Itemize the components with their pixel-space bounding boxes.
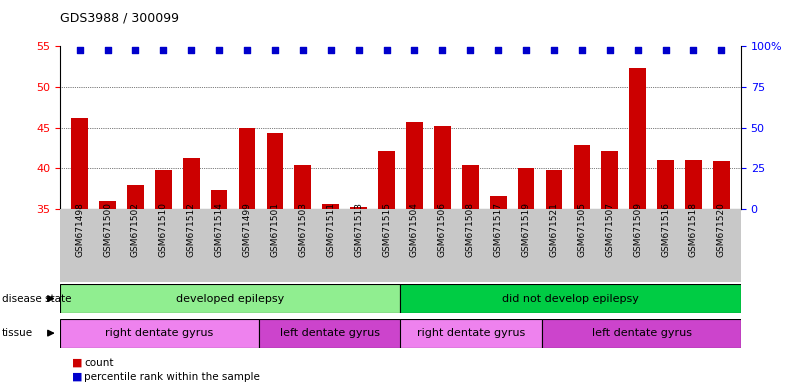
Text: count: count (84, 358, 114, 368)
Bar (406, 122, 423, 209)
Bar (462, 165, 479, 209)
Point (715, 47, 728, 53)
Bar (60, 284, 400, 313)
Bar (542, 319, 741, 348)
Bar (239, 127, 256, 209)
Point (352, 47, 365, 53)
Bar (295, 165, 312, 209)
Bar (657, 161, 674, 209)
Bar (211, 190, 227, 209)
Point (296, 47, 309, 53)
Point (185, 47, 198, 53)
Point (380, 47, 393, 53)
Bar (183, 158, 199, 209)
Text: tissue: tissue (2, 328, 33, 338)
Bar (259, 319, 400, 348)
Point (575, 47, 588, 53)
Bar (400, 284, 741, 313)
Bar (685, 161, 702, 209)
Point (548, 47, 561, 53)
Point (73, 47, 86, 53)
Bar (489, 196, 506, 209)
Bar (267, 133, 284, 209)
Text: did not develop epilepsy: did not develop epilepsy (502, 293, 639, 304)
Point (213, 47, 226, 53)
Bar (517, 168, 534, 209)
Bar (434, 126, 451, 209)
Point (324, 47, 337, 53)
Point (129, 47, 142, 53)
Bar (545, 170, 562, 209)
Point (603, 47, 616, 53)
Bar (602, 151, 618, 209)
Point (101, 47, 114, 53)
Text: right dentate gyrus: right dentate gyrus (105, 328, 214, 338)
Bar (71, 118, 88, 209)
Text: right dentate gyrus: right dentate gyrus (417, 328, 525, 338)
Point (268, 47, 281, 53)
Bar (574, 145, 590, 209)
Bar (127, 185, 144, 209)
Point (520, 47, 533, 53)
Text: GDS3988 / 300099: GDS3988 / 300099 (60, 12, 179, 25)
Point (659, 47, 672, 53)
Point (492, 47, 505, 53)
Point (240, 47, 253, 53)
Bar (630, 68, 646, 209)
Bar (155, 170, 171, 209)
Bar (350, 207, 367, 209)
Point (408, 47, 421, 53)
Text: ■: ■ (72, 358, 83, 368)
Bar (378, 151, 395, 209)
Bar (60, 319, 259, 348)
Point (157, 47, 170, 53)
Bar (400, 319, 542, 348)
Text: developed epilepsy: developed epilepsy (176, 293, 284, 304)
Text: ■: ■ (72, 372, 83, 382)
Point (436, 47, 449, 53)
Bar (322, 204, 339, 209)
Point (631, 47, 644, 53)
Text: disease state: disease state (2, 293, 71, 304)
Text: percentile rank within the sample: percentile rank within the sample (84, 372, 260, 382)
Text: left dentate gyrus: left dentate gyrus (280, 328, 380, 338)
Bar (713, 161, 730, 209)
Point (464, 47, 477, 53)
Text: left dentate gyrus: left dentate gyrus (592, 328, 691, 338)
Bar (99, 201, 116, 209)
Point (687, 47, 700, 53)
